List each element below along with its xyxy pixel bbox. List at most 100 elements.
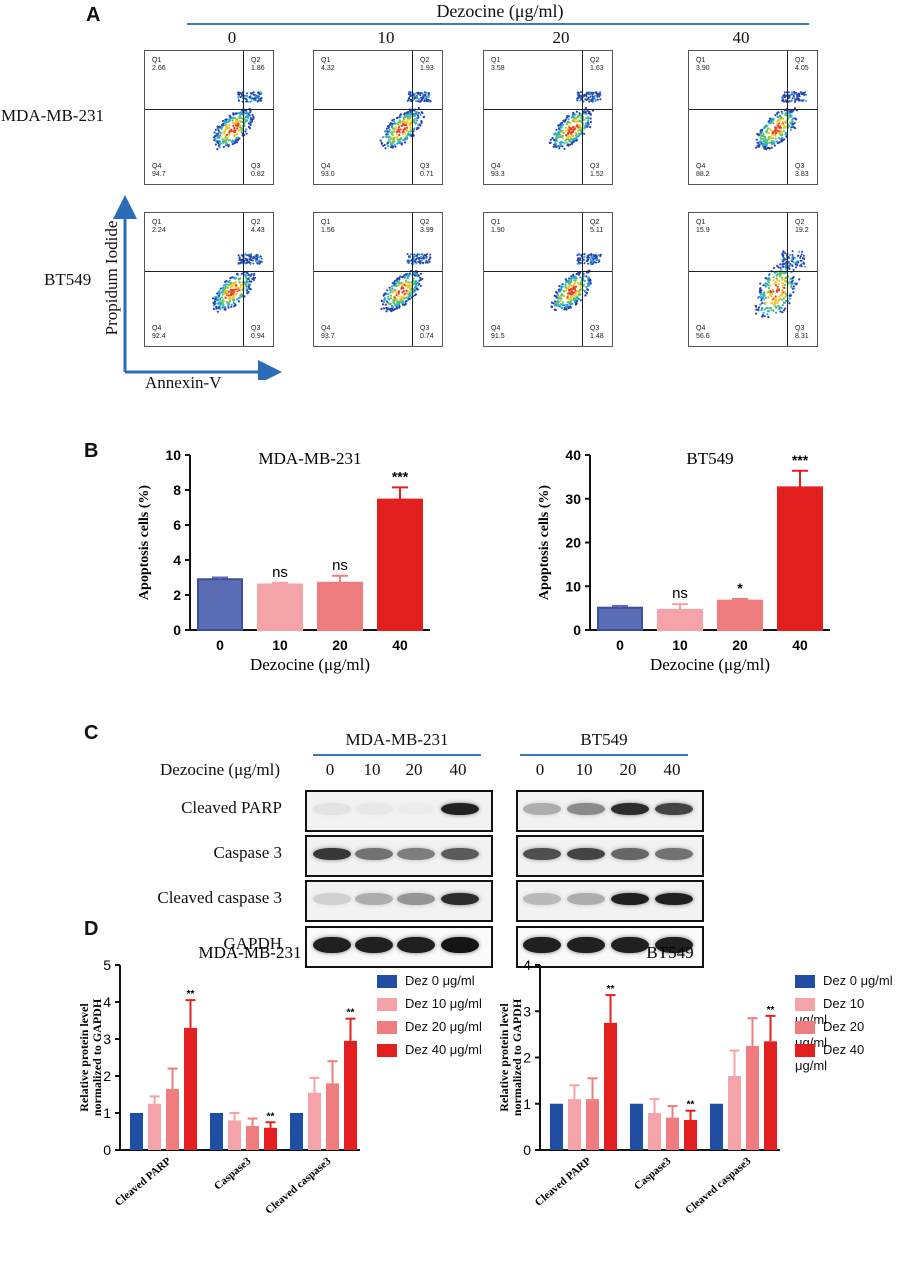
scatter-point <box>213 131 216 134</box>
chart-d2-bt549-protein: BT549 0 1 2 3 4 Relative protein level normaliz… <box>497 943 780 1217</box>
scatter-point <box>414 113 417 116</box>
bar <box>666 1117 679 1150</box>
scatter-point <box>563 147 566 150</box>
flow-row-bt549: BT549 <box>44 270 92 289</box>
scatter-point <box>229 129 232 132</box>
scatter-point <box>388 286 391 289</box>
scatter-point <box>783 258 786 261</box>
significance-mark: ** <box>767 1005 775 1016</box>
scatter-point <box>766 313 769 316</box>
q2-value: 4.05 <box>795 65 809 72</box>
q1-value: 1.90 <box>491 227 505 234</box>
q3-name: Q3 <box>251 325 261 332</box>
scatter-point <box>415 280 418 283</box>
legend-label: Dez 40 μg/ml <box>405 1042 482 1057</box>
scatter-point <box>385 135 388 138</box>
wb-dose: 10 <box>575 760 593 779</box>
scatter-point <box>404 279 408 282</box>
scatter-point <box>580 128 583 131</box>
scatter-point <box>385 310 388 313</box>
q1-value: 4.32 <box>321 65 335 72</box>
protein-band <box>655 803 693 815</box>
scatter-point <box>390 131 393 134</box>
scatter-point <box>416 97 419 99</box>
scatter-point <box>244 97 247 100</box>
q1-value: 3.58 <box>491 65 505 72</box>
scatter-point <box>220 131 223 135</box>
scatter-point <box>759 282 762 285</box>
scatter-point <box>253 272 256 275</box>
scatter-point <box>409 256 411 259</box>
quadrant-vline <box>243 51 244 184</box>
scatter-point <box>584 106 588 110</box>
scatter-point <box>235 273 239 276</box>
significance-mark: ** <box>267 1111 275 1122</box>
scatter-point <box>244 282 247 286</box>
x-tick-label: 0 <box>216 637 224 653</box>
protein-band <box>355 893 393 905</box>
scatter-point <box>764 135 767 139</box>
scatter-point <box>805 100 807 102</box>
scatter-point <box>391 291 395 294</box>
scatter-point <box>557 133 560 136</box>
scatter-point <box>429 253 432 256</box>
scatter-point <box>766 291 769 294</box>
chart-title: MDA-MB-231 <box>259 449 362 468</box>
scatter-point <box>595 255 598 258</box>
scatter-point <box>396 304 399 307</box>
scatter-point <box>763 127 766 130</box>
scatter-point <box>800 259 803 262</box>
scatter-point <box>395 130 398 133</box>
q4-label: Q4 93.0 <box>321 163 335 179</box>
scatter-point <box>764 277 768 280</box>
scatter-point <box>382 307 386 310</box>
scatter-point <box>399 275 402 278</box>
scatter-point <box>237 139 240 142</box>
scatter-point <box>419 94 422 97</box>
scatter-point <box>579 299 582 302</box>
scatter-point <box>795 98 798 101</box>
bar <box>148 1103 161 1150</box>
scatter-point <box>764 296 767 299</box>
scatter-point <box>595 91 598 94</box>
x-tick-label: Caspase3 <box>632 1155 674 1193</box>
scatter-point <box>235 284 238 287</box>
scatter-point <box>408 91 411 94</box>
scatter-point <box>229 284 232 287</box>
scatter-point <box>767 280 770 283</box>
wb-dose: 40 <box>663 760 681 779</box>
scatter-point <box>550 305 554 309</box>
scatter-point <box>224 285 227 288</box>
scatter-point <box>763 284 767 287</box>
scatter-point <box>405 135 408 138</box>
scatter-point <box>408 286 411 289</box>
scatter-point <box>408 118 411 121</box>
scatter-point <box>789 114 792 117</box>
q2-value: 1.93 <box>420 65 434 72</box>
scatter-point <box>382 136 385 139</box>
q1-label: Q1 1.56 <box>321 219 335 235</box>
scatter-point <box>428 100 431 103</box>
scatter-point <box>557 130 560 133</box>
scatter-point <box>221 306 224 309</box>
scatter-point <box>554 132 557 135</box>
scatter-point <box>240 272 243 275</box>
scatter-point <box>245 132 248 135</box>
scatter-point <box>774 126 777 129</box>
scatter-point <box>760 142 763 145</box>
scatter-point <box>216 310 219 313</box>
scatter-point <box>417 284 420 287</box>
scatter-point <box>777 141 780 144</box>
scatter-point <box>796 95 798 98</box>
scatter-point <box>239 283 243 286</box>
scatter-point <box>229 296 232 299</box>
scatter-point <box>212 307 215 311</box>
scatter-point <box>236 120 239 123</box>
scatter-point <box>760 138 763 141</box>
scatter-point <box>568 280 571 283</box>
scatter-point <box>397 290 400 293</box>
scatter-point <box>763 147 766 150</box>
scatter-point <box>780 140 783 143</box>
scatter-point <box>768 117 771 120</box>
scatter-point <box>396 298 399 301</box>
